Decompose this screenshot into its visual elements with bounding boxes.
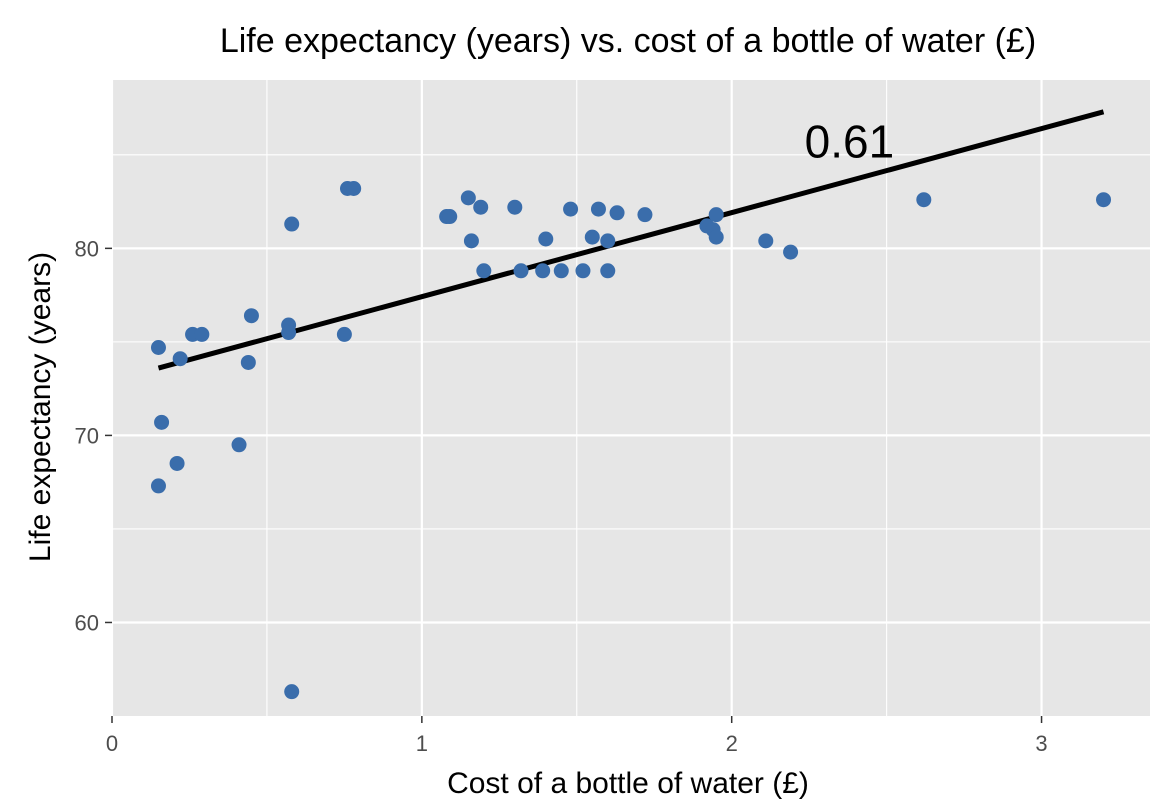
y-axis-title: Life expectancy (years) xyxy=(24,252,57,562)
x-tick-label: 0 xyxy=(106,731,118,756)
chart-title: Life expectancy (years) vs. cost of a bo… xyxy=(220,22,1036,60)
y-tick-label: 70 xyxy=(75,423,99,448)
data-point xyxy=(194,326,210,342)
trend-line-group xyxy=(157,109,1105,371)
y-tick-label: 80 xyxy=(75,236,99,261)
data-point xyxy=(1096,192,1112,208)
data-point xyxy=(284,684,300,700)
data-point xyxy=(553,263,569,279)
data-point xyxy=(284,216,300,232)
data-point xyxy=(172,351,188,367)
correlation-annotation: 0.61 xyxy=(805,116,895,168)
data-point xyxy=(281,325,297,341)
data-points xyxy=(150,180,1112,700)
data-point xyxy=(513,263,529,279)
data-point xyxy=(346,180,362,196)
grid-lines xyxy=(110,80,1150,716)
data-point xyxy=(783,244,799,260)
x-tick-label: 2 xyxy=(726,731,738,756)
data-point xyxy=(231,437,247,453)
data-point xyxy=(507,199,523,215)
data-point xyxy=(916,192,932,208)
data-point xyxy=(336,326,352,342)
panel-background xyxy=(112,80,1150,716)
data-point xyxy=(463,233,479,249)
data-point xyxy=(150,339,166,355)
data-point xyxy=(473,199,489,215)
data-point xyxy=(708,229,724,245)
axes: 0 1 2 3 60 70 80 xyxy=(75,236,1048,756)
data-point xyxy=(476,263,492,279)
data-point xyxy=(584,229,600,245)
data-point xyxy=(609,205,625,221)
data-point xyxy=(600,263,616,279)
x-axis-title: Cost of a bottle of water (£) xyxy=(447,767,809,800)
data-point xyxy=(169,455,185,471)
data-point xyxy=(154,414,170,430)
data-point xyxy=(575,263,591,279)
y-tick-label: 60 xyxy=(75,610,99,635)
data-point xyxy=(590,201,606,217)
data-point xyxy=(240,354,256,370)
data-point xyxy=(708,207,724,223)
data-point xyxy=(460,190,476,206)
plot-panel xyxy=(112,80,1150,716)
x-tick-label: 3 xyxy=(1035,731,1047,756)
x-tick-label: 1 xyxy=(416,731,428,756)
data-point xyxy=(442,209,458,225)
data-point xyxy=(637,207,653,223)
data-point xyxy=(538,231,554,247)
data-point xyxy=(563,201,579,217)
trend-line xyxy=(157,109,1105,371)
data-point xyxy=(758,233,774,249)
data-point xyxy=(535,263,551,279)
data-point xyxy=(150,478,166,494)
data-point xyxy=(600,233,616,249)
data-point xyxy=(243,308,259,324)
